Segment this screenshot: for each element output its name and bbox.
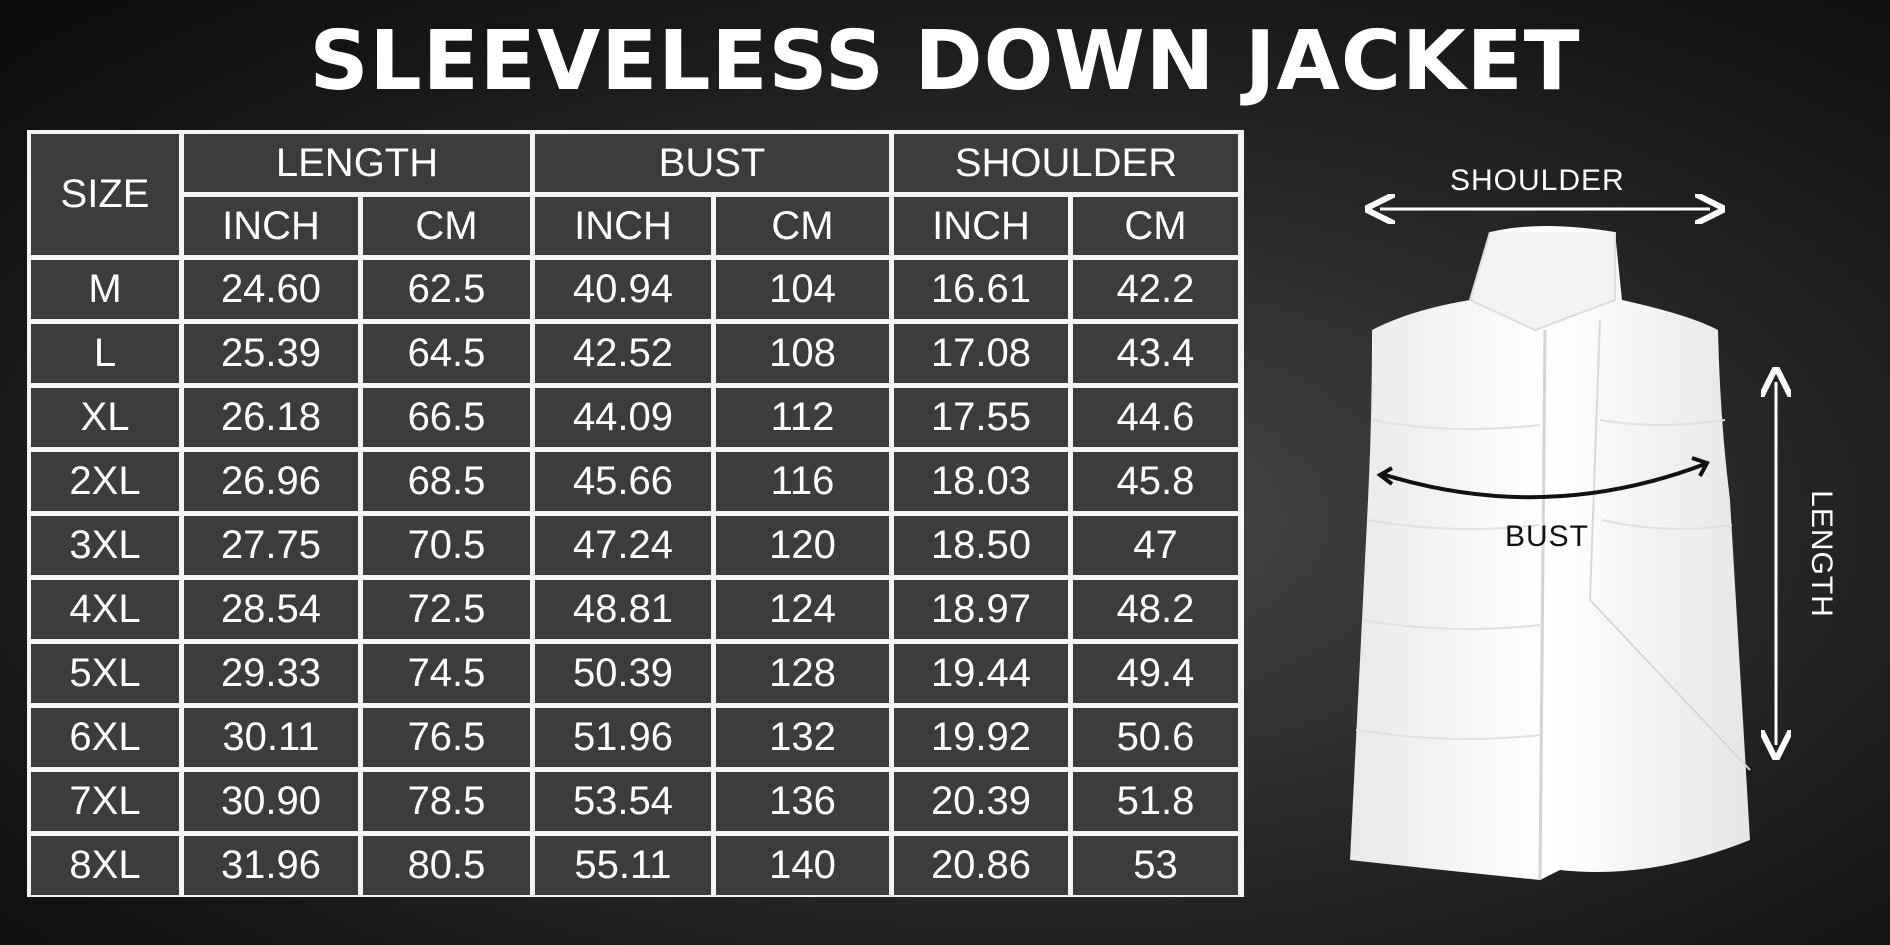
- value-cell: 44.09: [535, 388, 711, 447]
- value-cell: 43.4: [1073, 324, 1238, 383]
- size-cell: 6XL: [31, 708, 179, 767]
- value-cell: 112: [716, 388, 889, 447]
- value-cell: 42.2: [1073, 260, 1238, 319]
- value-cell: 16.61: [894, 260, 1068, 319]
- value-cell: 116: [716, 452, 889, 511]
- unit-header: INCH: [535, 197, 711, 255]
- value-cell: 20.86: [894, 836, 1068, 895]
- size-header: SIZE: [31, 134, 179, 255]
- value-cell: 136: [716, 772, 889, 831]
- value-cell: 51.8: [1073, 772, 1238, 831]
- value-cell: 24.60: [184, 260, 358, 319]
- value-cell: 128: [716, 644, 889, 703]
- group-header-bust: BUST: [535, 134, 889, 192]
- value-cell: 72.5: [363, 580, 530, 639]
- value-cell: 80.5: [363, 836, 530, 895]
- shoulder-label: SHOULDER: [1450, 164, 1625, 197]
- value-cell: 26.18: [184, 388, 358, 447]
- value-cell: 28.54: [184, 580, 358, 639]
- value-cell: 42.52: [535, 324, 711, 383]
- value-cell: 29.33: [184, 644, 358, 703]
- value-cell: 70.5: [363, 516, 530, 575]
- value-cell: 66.5: [363, 388, 530, 447]
- value-cell: 47.24: [535, 516, 711, 575]
- value-cell: 140: [716, 836, 889, 895]
- unit-header: INCH: [894, 197, 1068, 255]
- size-cell: 7XL: [31, 772, 179, 831]
- value-cell: 49.4: [1073, 644, 1238, 703]
- value-cell: 19.92: [894, 708, 1068, 767]
- unit-header: CM: [716, 197, 889, 255]
- value-cell: 108: [716, 324, 889, 383]
- value-cell: 25.39: [184, 324, 358, 383]
- value-cell: 124: [716, 580, 889, 639]
- value-cell: 51.96: [535, 708, 711, 767]
- size-cell: 3XL: [31, 516, 179, 575]
- group-header-shoulder: SHOULDER: [894, 134, 1238, 192]
- value-cell: 120: [716, 516, 889, 575]
- size-cell: 2XL: [31, 452, 179, 511]
- size-cell: 5XL: [31, 644, 179, 703]
- value-cell: 19.44: [894, 644, 1068, 703]
- value-cell: 17.55: [894, 388, 1068, 447]
- value-cell: 64.5: [363, 324, 530, 383]
- value-cell: 53.54: [535, 772, 711, 831]
- size-cell: 4XL: [31, 580, 179, 639]
- value-cell: 18.97: [894, 580, 1068, 639]
- value-cell: 53: [1073, 836, 1238, 895]
- value-cell: 20.39: [894, 772, 1068, 831]
- value-cell: 17.08: [894, 324, 1068, 383]
- value-cell: 48.2: [1073, 580, 1238, 639]
- vest-illustration: [1350, 226, 1751, 881]
- bust-label: BUST: [1505, 520, 1590, 553]
- unit-header: INCH: [184, 197, 358, 255]
- value-cell: 27.75: [184, 516, 358, 575]
- value-cell: 40.94: [535, 260, 711, 319]
- value-cell: 47: [1073, 516, 1238, 575]
- value-cell: 78.5: [363, 772, 530, 831]
- value-cell: 18.50: [894, 516, 1068, 575]
- page-title: SLEEVELESS DOWN JACKET: [309, 14, 1581, 109]
- size-cell: XL: [31, 388, 179, 447]
- value-cell: 31.96: [184, 836, 358, 895]
- value-cell: 104: [716, 260, 889, 319]
- value-cell: 48.81: [535, 580, 711, 639]
- unit-header: CM: [1073, 197, 1238, 255]
- value-cell: 26.96: [184, 452, 358, 511]
- value-cell: 50.6: [1073, 708, 1238, 767]
- value-cell: 76.5: [363, 708, 530, 767]
- group-header-length: LENGTH: [184, 134, 530, 192]
- value-cell: 55.11: [535, 836, 711, 895]
- value-cell: 74.5: [363, 644, 530, 703]
- value-cell: 44.6: [1073, 388, 1238, 447]
- value-cell: 45.8: [1073, 452, 1238, 511]
- length-label: LENGTH: [1804, 490, 1838, 618]
- size-cell: L: [31, 324, 179, 383]
- value-cell: 132: [716, 708, 889, 767]
- unit-header: CM: [363, 197, 530, 255]
- value-cell: 30.11: [184, 708, 358, 767]
- value-cell: 18.03: [894, 452, 1068, 511]
- value-cell: 30.90: [184, 772, 358, 831]
- value-cell: 62.5: [363, 260, 530, 319]
- size-chart-table: SIZE LENGTH BUST SHOULDER INCH CM INCH C…: [27, 130, 1244, 897]
- value-cell: 45.66: [535, 452, 711, 511]
- bust-arrow: [1381, 462, 1706, 500]
- size-cell: M: [31, 260, 179, 319]
- value-cell: 68.5: [363, 452, 530, 511]
- size-cell: 8XL: [31, 836, 179, 895]
- value-cell: 50.39: [535, 644, 711, 703]
